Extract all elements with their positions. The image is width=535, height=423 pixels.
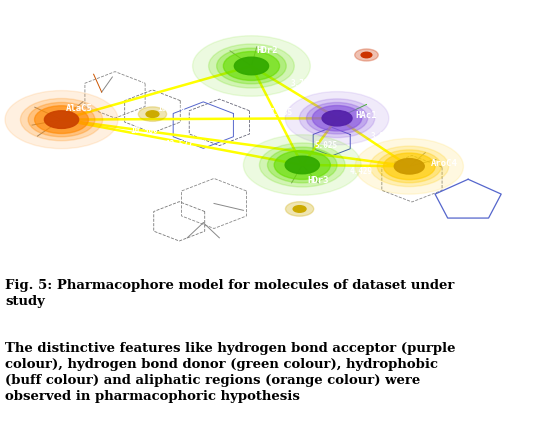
Circle shape [384,153,435,180]
Circle shape [274,151,330,179]
Text: AlaC5: AlaC5 [66,104,93,113]
Text: HDr2: HDr2 [257,47,278,55]
Text: 7.993: 7.993 [141,80,164,88]
Text: 10.796: 10.796 [157,104,185,113]
Text: HAc1: HAc1 [356,111,377,120]
Text: Fig. 5: Pharmacophore model for molecules of dataset under
study: Fig. 5: Pharmacophore model for molecule… [5,280,455,308]
Circle shape [193,36,310,96]
Circle shape [355,49,378,61]
Circle shape [361,52,372,58]
Circle shape [312,105,362,131]
Circle shape [307,102,368,134]
Circle shape [285,156,319,174]
Text: 3.854: 3.854 [371,132,394,140]
Circle shape [370,146,449,187]
Circle shape [293,206,306,212]
Text: 7.035: 7.035 [269,108,293,117]
Text: AroC4: AroC4 [431,159,457,168]
Circle shape [44,111,79,129]
Circle shape [322,110,352,126]
Circle shape [217,48,286,84]
Text: The distinctive features like hydrogen bond acceptor (purple
colour), hydrogen b: The distinctive features like hydrogen b… [5,342,456,403]
Circle shape [28,102,95,137]
Circle shape [268,147,337,183]
Circle shape [394,159,424,174]
Circle shape [5,91,118,148]
Circle shape [209,44,294,88]
Text: 3.752: 3.752 [291,80,314,88]
Text: HDr3: HDr3 [308,176,329,184]
Circle shape [35,106,88,134]
Circle shape [259,143,345,187]
Text: 4.429: 4.429 [349,168,373,176]
Circle shape [146,111,159,118]
Circle shape [300,99,374,137]
Text: 13.577: 13.577 [165,140,193,149]
Circle shape [139,107,166,121]
Circle shape [20,99,103,141]
Circle shape [234,57,269,75]
Circle shape [285,92,389,145]
Circle shape [243,135,361,195]
Text: 10.580: 10.580 [131,126,158,135]
Text: 5.025: 5.025 [315,141,338,150]
Circle shape [355,138,463,194]
Circle shape [377,150,441,183]
Circle shape [286,202,314,216]
Circle shape [224,52,279,80]
